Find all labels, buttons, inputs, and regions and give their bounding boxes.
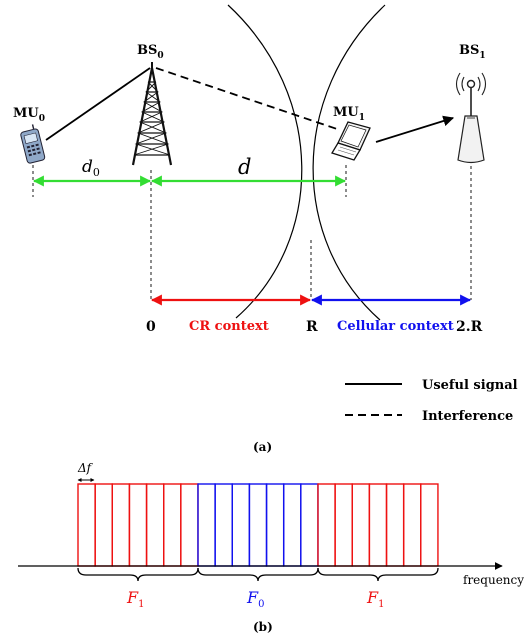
subcarrier-slot-g0-0 <box>77 483 96 567</box>
subcarrier-slot-g2-1 <box>334 483 353 567</box>
brace-f0-center <box>197 567 319 582</box>
axis-label-r: R <box>306 319 318 335</box>
subcarrier-slot-g0-2 <box>111 483 131 567</box>
axis-label-0: 0 <box>146 319 156 335</box>
cr-context-label: CR context <box>189 319 269 334</box>
subcarrier-slot-g0-3 <box>128 483 148 567</box>
diagram-b: Δf frequency F1 F0 F1 (b) <box>18 461 524 634</box>
legend-useful-signal: Useful signal <box>422 378 518 393</box>
antenna-tower-icon <box>455 72 487 164</box>
subcarrier-slot-g2-6 <box>420 483 439 567</box>
caption-b: (b) <box>253 620 273 634</box>
brace-f1-right <box>317 567 439 582</box>
legend: Useful signal Interference <box>345 378 518 424</box>
vertical-guides <box>32 165 472 300</box>
useful-signal-mu1-bs1 <box>375 115 455 143</box>
subcarrier-slot-g1-2 <box>231 483 251 567</box>
delta-f-label: Δf <box>77 461 94 475</box>
subcarrier-blocks <box>77 483 439 567</box>
mobile-phone-icon <box>20 124 46 164</box>
subcarrier-slot-g0-5 <box>162 483 182 567</box>
cell-boundary-left-arc <box>227 4 303 319</box>
group-label-f1-left: F1 <box>126 588 144 610</box>
mu1-label: MU1 <box>333 105 365 123</box>
legend-interference: Interference <box>422 409 513 424</box>
mu0-label: MU0 <box>13 106 45 124</box>
subcarrier-slot-g2-3 <box>368 483 388 567</box>
bs0-label: BS0 <box>137 43 164 61</box>
subcarrier-slot-g1-0 <box>197 483 216 567</box>
group-label-f1-right: F1 <box>366 588 384 610</box>
cellular-context-label: Cellular context <box>337 319 454 334</box>
distance-d-label: d <box>238 155 251 179</box>
distance-d0-label: d0 <box>82 157 100 179</box>
subcarrier-slot-g2-4 <box>385 483 405 567</box>
laptop-icon <box>331 121 371 161</box>
axis-label-2r: 2.R <box>456 319 483 335</box>
subcarrier-slot-g1-1 <box>214 483 233 567</box>
group-label-f0-center: F0 <box>246 588 264 610</box>
subcarrier-slot-g1-4 <box>265 483 285 567</box>
bs1-label: BS1 <box>459 43 486 61</box>
useful-signal-mu0-bs0 <box>45 67 151 141</box>
subcarrier-slot-g1-5 <box>282 483 302 567</box>
subcarrier-slot-g2-5 <box>402 483 422 567</box>
subcarrier-slot-g0-1 <box>94 483 113 567</box>
diagram-a: MU0 BS0 MU1 BS1 d0 d 0 CR context <box>13 4 518 454</box>
subcarrier-slot-g2-2 <box>351 483 371 567</box>
interference-bs0-mu1 <box>155 67 341 131</box>
subcarrier-slot-g1-6 <box>300 483 319 567</box>
cell-boundary-right-arc <box>312 4 386 321</box>
caption-a: (a) <box>253 440 272 454</box>
lattice-tower-icon <box>131 62 173 166</box>
subcarrier-slot-g1-3 <box>248 483 268 567</box>
brace-f1-left <box>77 567 199 582</box>
subcarrier-slot-g2-0 <box>317 483 336 567</box>
frequency-axis-label: frequency <box>463 573 524 587</box>
subcarrier-slot-g0-4 <box>145 483 165 567</box>
group-braces <box>77 567 439 582</box>
subcarrier-slot-g0-6 <box>180 483 199 567</box>
